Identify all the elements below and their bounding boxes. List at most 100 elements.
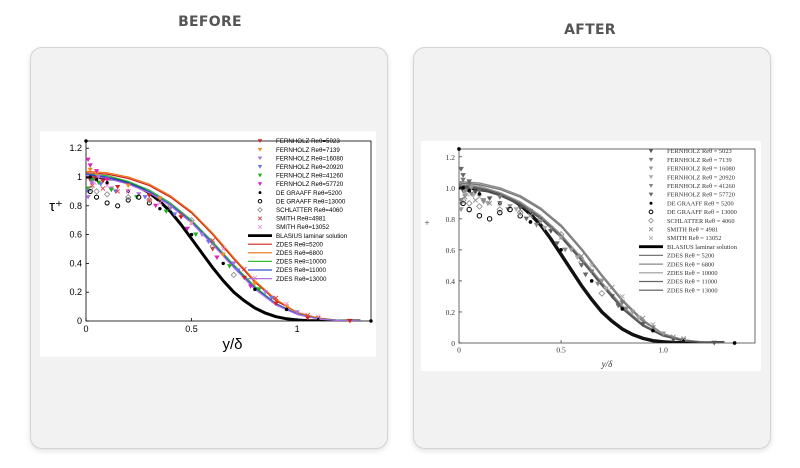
data-point bbox=[87, 185, 94, 192]
x-tick-label: 0.5 bbox=[556, 346, 566, 355]
legend-marker bbox=[257, 207, 263, 213]
data-point bbox=[640, 315, 646, 321]
data-point bbox=[273, 301, 279, 307]
data-point bbox=[562, 247, 568, 253]
legend-label: SMITH Reθ = 13052 bbox=[667, 235, 721, 242]
data-point bbox=[136, 192, 142, 197]
y-tick-label: 0 bbox=[77, 316, 82, 326]
x-tick-label: 0.5 bbox=[185, 324, 198, 334]
x-axis-label: y/δ bbox=[222, 336, 242, 353]
y-axis-label: τ⁺ bbox=[49, 198, 63, 215]
data-point bbox=[458, 166, 464, 172]
data-point bbox=[516, 209, 524, 216]
data-point bbox=[115, 185, 121, 190]
data-point bbox=[466, 182, 473, 188]
data-point bbox=[104, 200, 110, 206]
y-tick-label: 0.8 bbox=[69, 201, 82, 211]
after-chart-area: 0 0.2 0.4 0.6 0.8 1.0 1.2 0 0.5 1.0 y/δ + FERNHOLZ R… bbox=[421, 141, 761, 371]
data-point bbox=[100, 179, 106, 184]
data-point bbox=[93, 169, 100, 174]
data-point bbox=[189, 232, 194, 237]
legend: FERNHOLZ Reθ = 5023 FERNHOLZ Reθ = 7139 FE… bbox=[639, 148, 738, 294]
data-point bbox=[94, 178, 99, 182]
series-line bbox=[459, 180, 725, 343]
plot-frame bbox=[85, 140, 372, 322]
legend-marker bbox=[257, 216, 263, 221]
y-tick-label: 0.4 bbox=[446, 277, 456, 286]
data-point bbox=[466, 179, 473, 185]
y-tick-label: 0.8 bbox=[446, 215, 456, 224]
data-point bbox=[578, 258, 585, 266]
legend-marker bbox=[648, 149, 654, 154]
legend-label: BLASIUS laminar solution bbox=[276, 233, 348, 240]
data-point bbox=[462, 194, 468, 200]
data-point bbox=[629, 309, 636, 315]
data-point bbox=[459, 196, 467, 204]
data-point bbox=[680, 335, 687, 341]
data-point bbox=[93, 188, 100, 195]
data-point bbox=[178, 212, 184, 217]
legend-label: ZDES Reθ = 5200 bbox=[667, 253, 714, 260]
legend-marker bbox=[648, 192, 654, 197]
data-point bbox=[528, 220, 533, 224]
data-point bbox=[517, 210, 523, 216]
data-point bbox=[214, 255, 220, 260]
legend-marker bbox=[649, 201, 653, 205]
data-point bbox=[460, 173, 466, 178]
legend-label: BLASIUS laminar solution bbox=[667, 244, 738, 251]
data-point bbox=[476, 203, 483, 210]
data-point bbox=[457, 147, 461, 151]
before-card: 0 0.2 0.4 0.6 0.8 1 1.2 0 0.5 1 y/δ τ⁺ FERNHOLZ Reθ=… bbox=[30, 47, 388, 449]
data-point bbox=[205, 239, 212, 245]
y-tick-label: 0.4 bbox=[69, 258, 82, 268]
data-point bbox=[548, 229, 554, 234]
data-point bbox=[476, 188, 483, 194]
legend-marker bbox=[258, 191, 262, 195]
data-point bbox=[477, 192, 482, 196]
legend-label: FERNHOLZ Reθ = 57720 bbox=[667, 192, 735, 199]
data-point bbox=[598, 289, 606, 297]
data-point bbox=[639, 322, 646, 327]
y-tick-label: 1 bbox=[77, 172, 82, 182]
data-point bbox=[533, 222, 540, 228]
data-point bbox=[476, 194, 482, 200]
legend-marker bbox=[257, 198, 263, 204]
data-point bbox=[284, 307, 289, 312]
data-point bbox=[172, 212, 178, 217]
data-point bbox=[96, 180, 102, 186]
data-point bbox=[609, 294, 615, 299]
data-point bbox=[220, 252, 226, 258]
legend-marker bbox=[648, 157, 654, 162]
data-point bbox=[468, 191, 475, 197]
data-point bbox=[96, 174, 102, 180]
data-point bbox=[460, 200, 466, 207]
y-tick-label: 0 bbox=[451, 339, 455, 348]
legend-label: FERNHOLZ Reθ=5023 bbox=[276, 138, 340, 145]
data-point bbox=[142, 195, 148, 200]
data-point bbox=[732, 341, 737, 345]
data-point bbox=[100, 186, 106, 191]
legend-label: DE GRAAFF Reθ=13000 bbox=[276, 198, 346, 205]
legend-marker bbox=[257, 173, 263, 178]
data-point bbox=[650, 321, 656, 327]
data-point bbox=[603, 286, 609, 292]
after-card: 0 0.2 0.4 0.6 0.8 1.0 1.2 0 0.5 1.0 y/δ + FERNHOLZ R… bbox=[413, 47, 771, 449]
data-point bbox=[548, 225, 554, 231]
data-point bbox=[497, 209, 503, 216]
data-point bbox=[104, 183, 110, 189]
legend-marker bbox=[257, 147, 263, 152]
data-point bbox=[517, 205, 524, 211]
data-point bbox=[231, 261, 237, 266]
x-tick-label: 1 bbox=[295, 324, 300, 334]
data-point bbox=[167, 202, 174, 209]
legend-label: SCHLATTER Reθ=4060 bbox=[276, 207, 343, 214]
data-point bbox=[220, 246, 226, 252]
data-point bbox=[619, 293, 625, 299]
data-point bbox=[537, 215, 545, 223]
data-point bbox=[252, 281, 258, 286]
legend-marker bbox=[257, 156, 263, 161]
y-tick-label: 1.0 bbox=[446, 184, 456, 193]
data-point bbox=[458, 197, 464, 203]
legend-label: FERNHOLZ Reθ=57720 bbox=[276, 181, 344, 188]
data-point bbox=[125, 197, 131, 203]
